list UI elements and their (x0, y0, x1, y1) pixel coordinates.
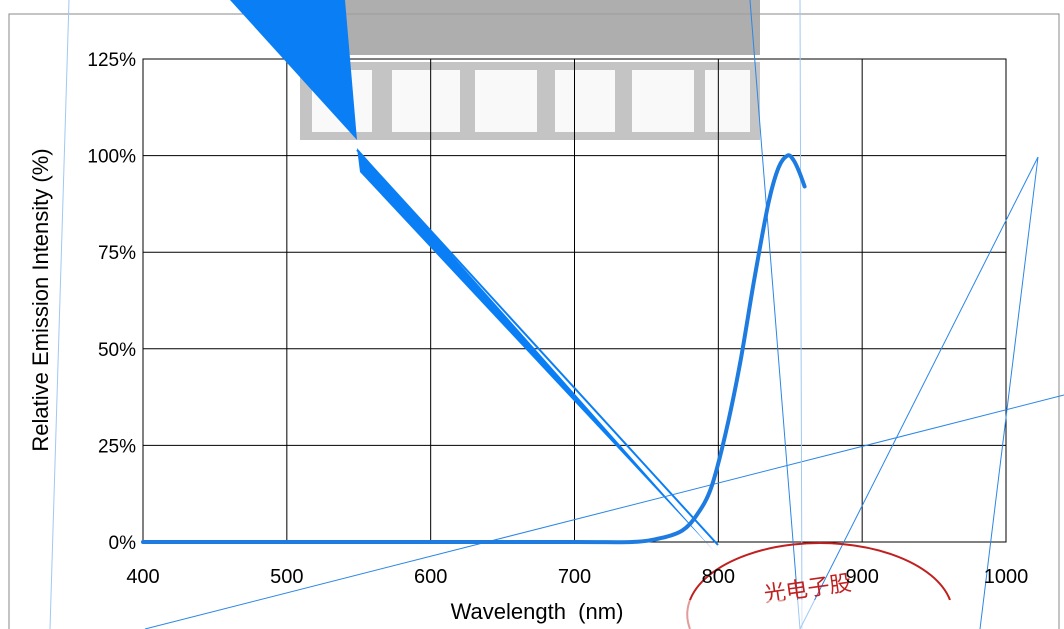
data-point (724, 432, 728, 436)
data-point (630, 540, 634, 544)
data-point (738, 362, 742, 366)
data-point (752, 277, 756, 281)
data-point (803, 185, 807, 189)
y-tick-label: 125% (87, 50, 136, 71)
x-tick-label: 400 (126, 566, 159, 588)
x-tick-label: 900 (845, 566, 878, 588)
y-tick-label: 0% (109, 533, 137, 554)
y-tick-labels: 0% 25% 50% 75% 100% 125% (87, 50, 136, 554)
data-point (767, 200, 771, 204)
overlay-line (799, 0, 803, 629)
data-point (429, 540, 433, 544)
data-point (777, 165, 781, 169)
x-tick-label: 1000 (984, 566, 1029, 588)
overlay-line (144, 394, 1064, 629)
data-point (791, 157, 795, 161)
overlay-triangle (230, 0, 357, 140)
data-point (785, 154, 789, 158)
series-layer (141, 153, 807, 545)
y-tick-label: 25% (98, 436, 136, 457)
overlay-line (749, 0, 801, 629)
x-tick-label: 600 (414, 566, 447, 588)
overlay-line (799, 156, 1039, 629)
x-axis-label: Wavelength (nm) (451, 599, 624, 624)
data-point (797, 169, 801, 173)
decorative-overlay (49, 0, 1064, 629)
x-tick-labels: 400 500 600 700 800 900 1000 (126, 566, 1028, 588)
overlay-line (49, 0, 70, 629)
watermark (300, 0, 760, 140)
data-point (695, 513, 699, 517)
data-point (141, 540, 145, 544)
data-point (680, 528, 684, 532)
y-tick-label: 50% (98, 340, 136, 361)
stamp: 光电子股 (660, 542, 960, 629)
overlay-line (979, 156, 1039, 629)
grid (142, 58, 1007, 543)
data-point (573, 540, 576, 544)
x-tick-label: 700 (558, 566, 591, 588)
y-tick-label: 100% (87, 147, 136, 168)
y-axis-label: Relative Emission Intensity (%) (28, 148, 53, 451)
data-point (709, 486, 713, 490)
x-tick-label: 800 (702, 566, 735, 588)
y-tick-label: 75% (98, 243, 136, 264)
x-tick-label: 500 (270, 566, 303, 588)
data-point (659, 536, 663, 540)
